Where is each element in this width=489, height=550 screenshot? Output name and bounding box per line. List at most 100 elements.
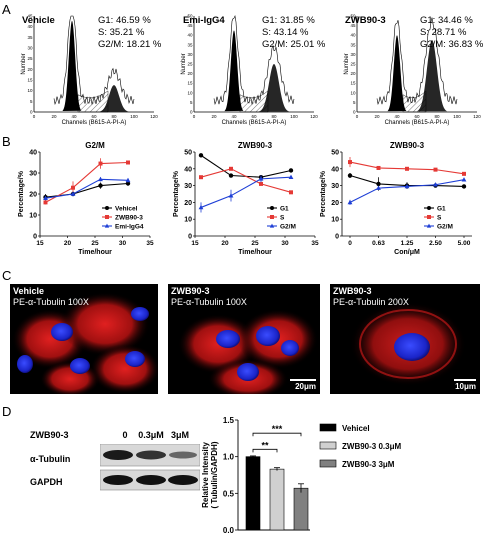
phase-stat-g2m: G2/M: 36.83 %: [420, 39, 484, 50]
y-tick-label: 30: [350, 52, 356, 57]
legend-label: Vehicel: [115, 206, 138, 213]
phase-stat-g1: G1: 46.59 %: [98, 15, 151, 26]
x-tick-label: 25: [251, 240, 259, 247]
y-tick-label: 25: [350, 62, 356, 67]
data-point: [198, 204, 204, 210]
data-point: [433, 167, 438, 172]
y-tick-label: 5: [190, 100, 193, 105]
significance-label: **: [261, 440, 269, 450]
y-tick-label: 10: [29, 213, 37, 220]
significance-label: ***: [272, 424, 283, 434]
legend-marker: [427, 215, 431, 219]
data-point: [43, 195, 48, 200]
legend-marker: [269, 223, 275, 228]
y-tick-label: 30: [187, 52, 193, 57]
y-axis-label: Percentage/%: [173, 170, 180, 217]
blot-row-label: α-Tubulin: [30, 454, 71, 464]
g1-peak: [62, 20, 82, 111]
y-tick-label: 0.0: [223, 526, 235, 535]
micrograph-stain: PE-α-Tubulin 100X: [13, 297, 89, 307]
y-tick-label: 40: [350, 33, 356, 38]
scale-bar: 20μm: [290, 379, 316, 391]
data-point: [347, 199, 353, 205]
y-tick-label: 40: [331, 166, 339, 173]
x-tick-label: 20: [211, 114, 217, 119]
x-tick-label: 5.00: [458, 240, 471, 247]
data-point: [70, 191, 76, 196]
y-tick-label: 15: [187, 81, 193, 86]
data-point: [347, 173, 353, 178]
x-tick-label: 100: [453, 114, 461, 119]
chart-title: G2/M: [85, 141, 105, 150]
data-point: [258, 176, 264, 181]
phase-stat-s: S: 43.14 %: [262, 27, 309, 38]
histogram-title: ZWB90-3: [345, 15, 386, 26]
legend-marker: [427, 206, 431, 210]
x-tick-label: 20: [64, 240, 72, 247]
y-tick-label: 0: [33, 234, 37, 241]
data-point: [461, 184, 467, 189]
x-tick-label: 20: [374, 114, 380, 119]
y-tick-label: 0: [30, 110, 33, 115]
y-tick-label: 20: [27, 67, 33, 72]
x-tick-label: 100: [290, 114, 298, 119]
legend-swatch: [319, 441, 337, 450]
legend-marker: [104, 223, 110, 228]
y-tick-label: 0: [188, 234, 192, 241]
g2m-peak: [417, 40, 447, 112]
series-line: [45, 161, 129, 203]
data-point: [433, 182, 438, 187]
x-tick-label: 20: [51, 114, 57, 119]
y-tick-label: 30: [27, 46, 33, 51]
chart-title: ZWB90-3: [238, 141, 273, 150]
zwb-time-chart: ZWB90-3 0 10 20 30 40 50 15 20 25 30 35 Time/hour Per…: [173, 141, 319, 256]
x-tick-label: 0: [193, 114, 196, 119]
x-tick-label: 15: [36, 240, 44, 247]
g2m-peak: [99, 85, 129, 112]
y-axis-label: Number: [181, 53, 187, 74]
y-axis-label: Relative Intensity: [201, 442, 210, 508]
y-tick-label: 40: [187, 33, 193, 38]
micrograph-zwb-100x-label: ZWB90-3 PE-α-Tubulin 100X: [171, 286, 247, 308]
x-tick-label: 1.25: [401, 240, 414, 247]
legend-label: Vehicel: [342, 424, 370, 433]
y-tick-label: 1.5: [223, 416, 235, 425]
y-tick-label: 30: [331, 183, 339, 190]
y-tick-label: 0.5: [223, 489, 235, 498]
significance-bracket: [252, 432, 302, 437]
y-tick-label: 15: [350, 81, 356, 86]
blot-lane-label: 3μM: [170, 430, 189, 440]
x-axis-label: Time/hour: [78, 249, 112, 256]
data-point: [405, 166, 409, 171]
y-tick-label: 10: [350, 90, 356, 95]
legend-label: G2/M: [280, 224, 296, 231]
micrograph-title: Vehicle: [13, 286, 45, 296]
data-point: [462, 171, 466, 176]
micrograph-zwb-100x-image: [178, 309, 318, 394]
micrograph-title: ZWB90-3: [333, 286, 372, 296]
y-tick-label: 45: [187, 23, 193, 28]
series-line: [200, 176, 292, 208]
data-point: [198, 153, 204, 158]
data-point: [259, 181, 263, 186]
blot-lane-label: 0.3μM: [138, 430, 164, 440]
g2m-peak: [259, 64, 289, 112]
x-tick-label: 40: [231, 114, 237, 119]
legend-swatch: [319, 459, 337, 468]
x-tick-label: 80: [434, 114, 440, 119]
micrograph-title: ZWB90-3: [171, 286, 210, 296]
x-tick-label: 20: [221, 240, 229, 247]
x-tick-label: 15: [191, 240, 199, 247]
relative-intensity-chart: 0.0 0.5 1.0 1.5 Relative Intensity( Tubulin/…: [201, 416, 401, 535]
x-tick-label: 30: [119, 240, 127, 247]
micrograph-zwb-100x: ZWB90-3 PE-α-Tubulin 100X 20μm: [168, 284, 320, 394]
x-tick-label: 60: [91, 114, 97, 119]
y-tick-label: 35: [27, 35, 33, 40]
g1-peak: [387, 35, 407, 112]
x-tick-label: 100: [130, 114, 138, 119]
western-blot-image: [100, 444, 200, 491]
y-tick-label: 0: [335, 234, 339, 241]
y-tick-label: 50: [184, 150, 192, 157]
y-tick-label: 40: [184, 166, 192, 173]
